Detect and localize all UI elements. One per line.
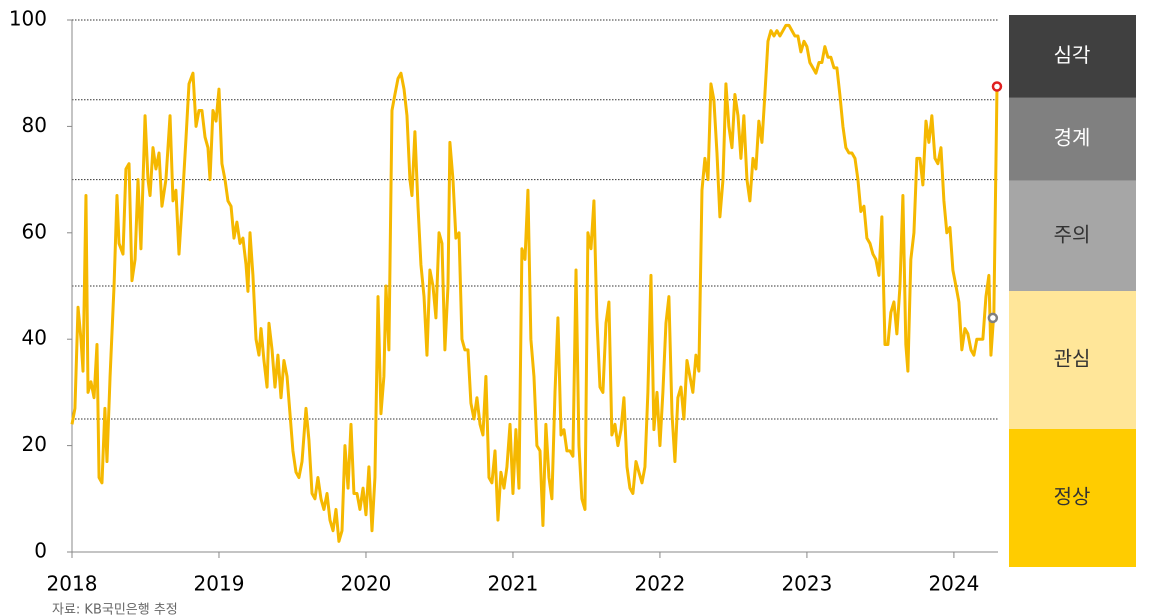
zone-box — [1009, 291, 1136, 429]
y-tick-label: 40 — [22, 326, 47, 350]
x-tick-label: 2021 — [487, 572, 538, 596]
x-tick-label: 2023 — [781, 572, 832, 596]
x-tick-label: 2022 — [634, 572, 685, 596]
y-tick-label: 20 — [22, 432, 47, 456]
y-tick-label: 60 — [22, 219, 47, 243]
end-marker — [987, 312, 999, 324]
x-tick-label: 2018 — [47, 572, 98, 596]
x-tick-label: 2024 — [928, 572, 979, 596]
zone-box — [1009, 15, 1136, 98]
y-tick-label: 80 — [22, 113, 47, 137]
index-line — [70, 23, 999, 543]
y-tick-label: 100 — [9, 7, 47, 31]
zone-box — [1009, 429, 1136, 567]
end-marker — [991, 81, 1003, 92]
zone-label: 관심 — [1054, 347, 1091, 371]
x-tick-label: 2019 — [194, 572, 245, 596]
zone-label: 심각 — [1054, 43, 1091, 67]
zone-box — [1009, 97, 1136, 181]
zone-label: 경계 — [1054, 126, 1091, 150]
source-note: 자료: KB국민은행 추정 — [52, 602, 178, 615]
zone-label: 정상 — [1054, 485, 1091, 509]
x-tick-label: 2020 — [341, 572, 392, 596]
zone-label: 주의 — [1054, 222, 1091, 246]
y-tick-label: 0 — [34, 539, 47, 563]
zone-box — [1009, 180, 1136, 291]
